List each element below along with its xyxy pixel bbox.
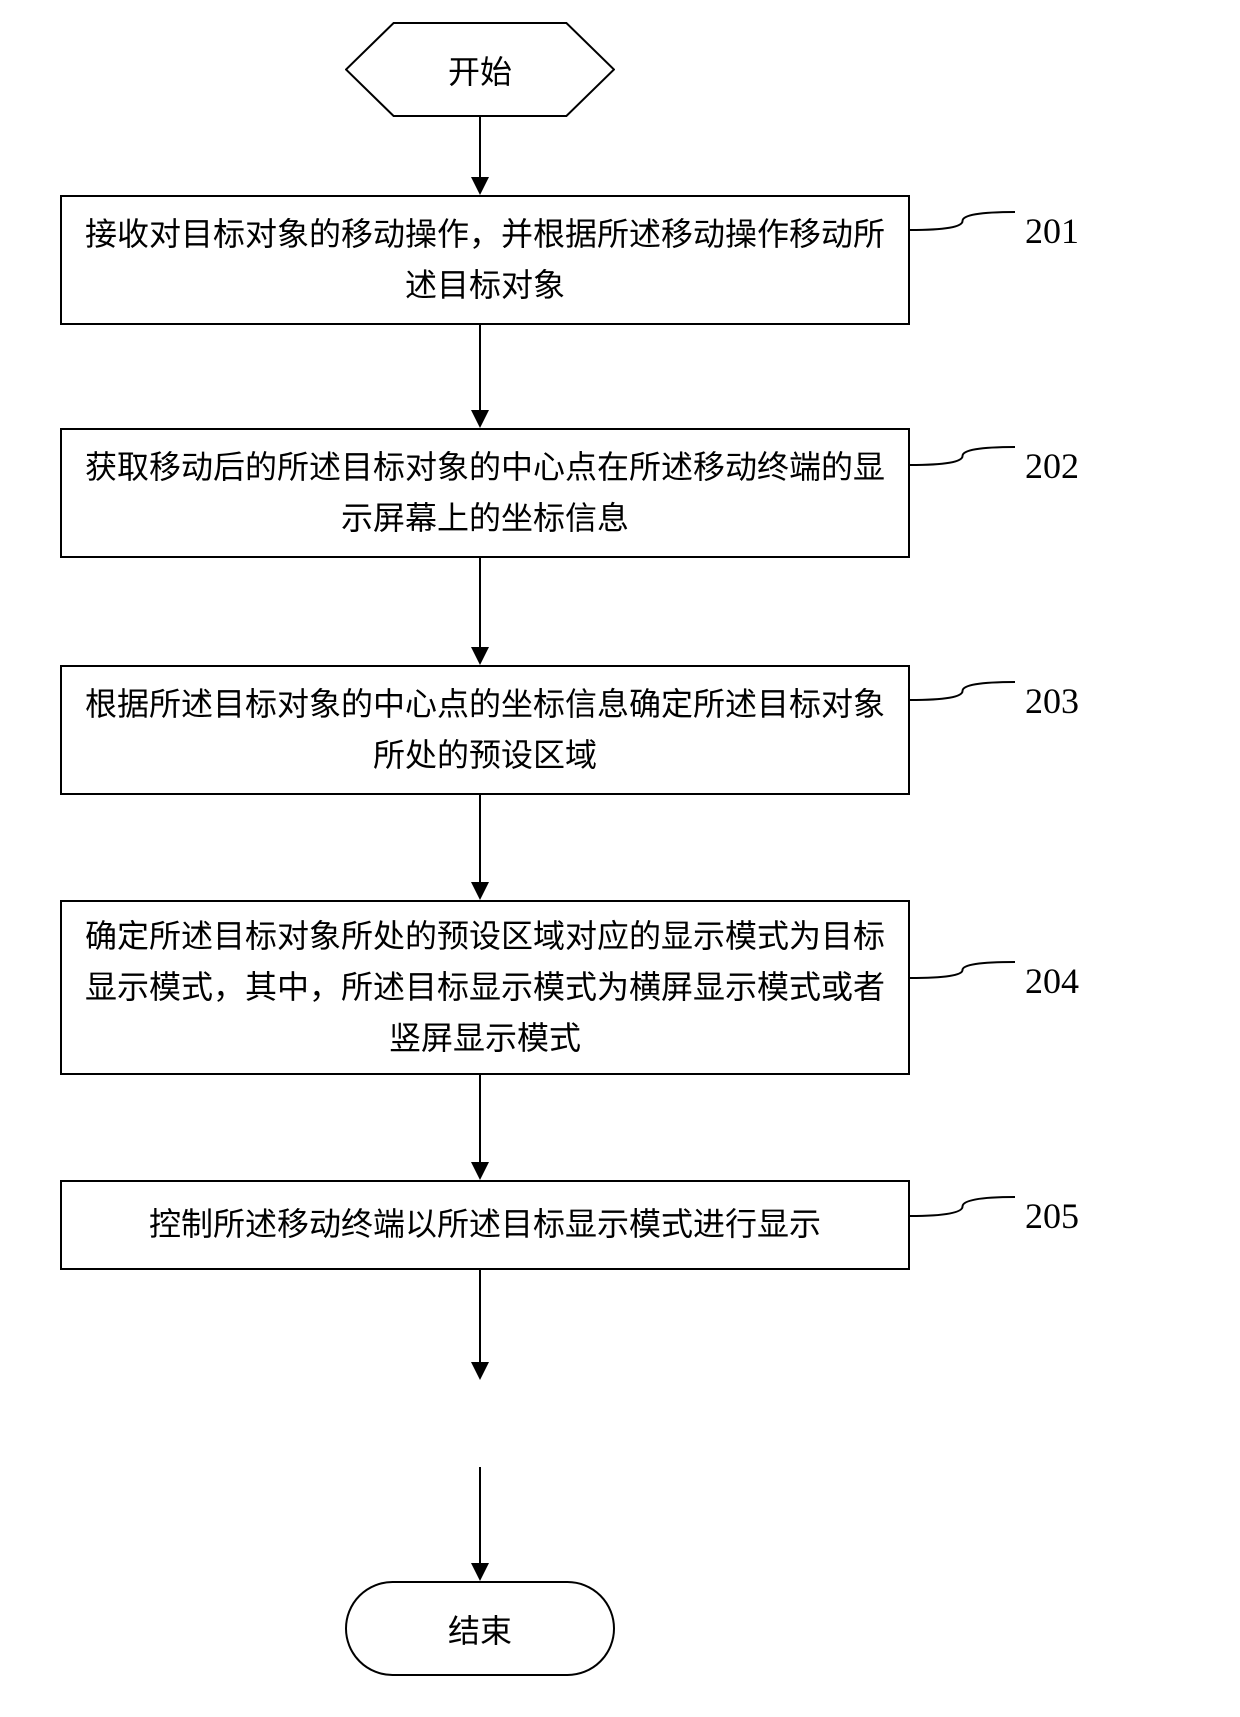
- arrow-line: [479, 1467, 481, 1563]
- step-label-201: 201: [1025, 210, 1079, 252]
- step-box-205: 控制所述移动终端以所述目标显示模式进行显示: [60, 1180, 910, 1270]
- leader-line: [905, 937, 1020, 1003]
- step-label-text: 205: [1025, 1196, 1079, 1236]
- arrow-head-icon: [471, 647, 489, 665]
- arrow-head-icon: [471, 882, 489, 900]
- arrow-line: [479, 325, 481, 410]
- step-label-text: 203: [1025, 681, 1079, 721]
- step-text: 控制所述移动终端以所述目标显示模式进行显示: [149, 1199, 821, 1250]
- arrow-line: [479, 558, 481, 647]
- step-label-203: 203: [1025, 680, 1079, 722]
- leader-line: [905, 1172, 1020, 1241]
- arrow-head-icon: [471, 1162, 489, 1180]
- step-label-text: 201: [1025, 211, 1079, 251]
- arrow-line: [479, 117, 481, 177]
- step-box-201: 接收对目标对象的移动操作，并根据所述移动操作移动所述目标对象: [60, 195, 910, 325]
- leader-line: [905, 422, 1020, 490]
- start-text: 开始: [448, 47, 512, 93]
- step-text: 获取移动后的所述目标对象的中心点在所述移动终端的显示屏幕上的坐标信息: [82, 442, 888, 544]
- step-box-202: 获取移动后的所述目标对象的中心点在所述移动终端的显示屏幕上的坐标信息: [60, 428, 910, 558]
- step-box-203: 根据所述目标对象的中心点的坐标信息确定所述目标对象所处的预设区域: [60, 665, 910, 795]
- arrow-head-icon: [471, 1563, 489, 1581]
- leader-line: [905, 187, 1020, 255]
- arrow-head-icon: [471, 1362, 489, 1380]
- step-label-205: 205: [1025, 1195, 1079, 1237]
- arrow-head-icon: [471, 177, 489, 195]
- arrow-line: [479, 1075, 481, 1162]
- start-terminator-label: 开始: [345, 22, 615, 117]
- step-label-204: 204: [1025, 960, 1079, 1002]
- arrow-line: [479, 1270, 481, 1362]
- arrow-line: [479, 795, 481, 882]
- arrow-head-icon: [471, 410, 489, 428]
- step-label-text: 202: [1025, 446, 1079, 486]
- step-text: 接收对目标对象的移动操作，并根据所述移动操作移动所述目标对象: [82, 209, 888, 311]
- step-label-202: 202: [1025, 445, 1079, 487]
- step-label-text: 204: [1025, 961, 1079, 1001]
- step-text: 确定所述目标对象所处的预设区域对应的显示模式为目标显示模式，其中，所述目标显示模…: [82, 911, 888, 1065]
- step-box-204: 确定所述目标对象所处的预设区域对应的显示模式为目标显示模式，其中，所述目标显示模…: [60, 900, 910, 1075]
- step-text: 根据所述目标对象的中心点的坐标信息确定所述目标对象所处的预设区域: [82, 679, 888, 781]
- end-terminator: 结束: [345, 1581, 615, 1676]
- end-text: 结束: [448, 1606, 512, 1652]
- leader-line: [905, 657, 1020, 725]
